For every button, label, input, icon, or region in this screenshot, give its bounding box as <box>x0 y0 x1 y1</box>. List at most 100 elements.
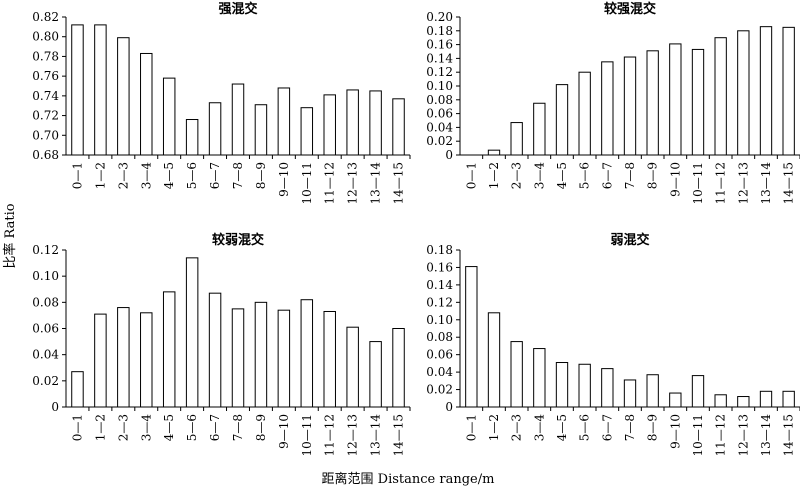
x-tick-label: 4—5 <box>162 162 176 189</box>
y-tick-label: 0.72 <box>32 109 59 123</box>
bar <box>162 291 176 408</box>
y-tick-label: 0.08 <box>426 93 453 107</box>
x-tick-label: 14—15 <box>392 414 406 457</box>
x-tick-label: 13—14 <box>759 414 773 457</box>
chart-title: 强混交 <box>218 1 257 17</box>
x-tick-label: 2—3 <box>510 162 524 189</box>
x-tick-label: 0—1 <box>464 162 478 189</box>
x-tick-label: 4—5 <box>555 162 569 189</box>
y-tick-label: 0.78 <box>32 49 59 63</box>
chart-panel-2: 较强混交 00.020.040.060.080.100.120.140.160.1… <box>426 1 800 205</box>
x-tick-label: 6—7 <box>600 414 614 441</box>
figure-y-axis-label: 比率 Ratio <box>2 203 18 268</box>
y-tick-label: 0.06 <box>32 322 59 336</box>
x-tick-label: 2—3 <box>510 414 524 441</box>
bar <box>691 48 705 156</box>
x-tick-label: 7—8 <box>231 162 245 189</box>
bar <box>254 104 268 156</box>
bar <box>782 390 795 408</box>
bar <box>623 56 637 156</box>
x-tick-label: 14—15 <box>392 162 406 205</box>
x-tick-label: 14—15 <box>782 414 796 457</box>
x-tick-label: 1—2 <box>487 414 501 441</box>
x-tick-label: 3—4 <box>139 414 153 442</box>
x-tick-label: 10—11 <box>691 414 705 457</box>
x-tick-label: 10—11 <box>691 162 705 205</box>
y-tick-label: 0.08 <box>32 295 59 309</box>
bar <box>71 371 84 408</box>
bar <box>487 149 501 156</box>
x-tick-label: 13—14 <box>369 162 383 205</box>
x-tick-label: 14—15 <box>782 162 796 205</box>
bar <box>140 52 153 156</box>
x-tick-label: 9—10 <box>668 414 682 449</box>
bar <box>646 374 659 408</box>
bar <box>323 94 336 156</box>
x-tick-label: 7—8 <box>623 162 637 189</box>
x-tick-label: 11—12 <box>714 162 728 205</box>
x-tick-label: 7—8 <box>623 414 637 441</box>
y-tick-label: 0.10 <box>426 79 453 93</box>
x-tick-label: 2—3 <box>116 162 130 189</box>
x-tick-label: 10—11 <box>300 414 314 457</box>
y-tick-label: 0.14 <box>426 51 453 65</box>
x-tick-label: 6—7 <box>600 162 614 189</box>
bar <box>691 375 705 408</box>
x-tick-label: 4—5 <box>162 414 176 441</box>
y-tick-label: 0.82 <box>32 10 59 24</box>
x-tick-label: 0—1 <box>70 162 84 189</box>
x-tick-label: 6—7 <box>208 162 222 189</box>
x-tick-label: 13—14 <box>759 162 773 205</box>
bar <box>782 26 795 156</box>
chart-panel-1: 强混交 0.68 0.70 0.72 0.74 0.76 0.78 0.80 0.82 0—1 1—… <box>32 1 411 205</box>
y-tick-label: 0.10 <box>426 313 453 327</box>
y-tick-label: 0.02 <box>426 134 453 148</box>
y-tick-label: 0.02 <box>426 383 453 397</box>
bar <box>669 43 682 156</box>
bar <box>369 90 382 156</box>
y-tick-label: 0.06 <box>426 107 453 121</box>
x-tick-label: 11—12 <box>714 414 728 457</box>
x-tick-label: 4—5 <box>555 414 569 441</box>
bar <box>533 102 546 156</box>
x-tick-label: 11—12 <box>323 162 337 205</box>
bar <box>392 98 405 156</box>
x-tick-label: 13—14 <box>369 414 383 457</box>
y-tick-label: 0.18 <box>426 24 453 38</box>
y-tick-label: 0.18 <box>426 243 453 257</box>
x-tick-label: 2—3 <box>116 414 130 441</box>
x-tick-label: 8—9 <box>646 414 660 441</box>
chart-panels: 强混交 0.68 0.70 0.72 0.74 0.76 0.78 0.80 0.82 0—1 1—… <box>32 1 800 457</box>
bar <box>208 292 222 408</box>
x-tick-label: 0—1 <box>464 414 478 441</box>
bar <box>185 257 199 408</box>
y-tick-label: 0.70 <box>32 128 59 142</box>
x-tick-label: 3—4 <box>139 162 153 190</box>
y-tick-label: 0 <box>445 400 453 414</box>
chart-panel-3: 较弱混交 0 0.02 0.04 0.06 0.08 0.10 0.12 0—1 1—2 2—3 3—… <box>32 232 411 457</box>
x-tick-label: 9—10 <box>668 162 682 197</box>
x-tick-label: 1—2 <box>93 162 107 189</box>
chart-title: 较强混交 <box>604 1 656 17</box>
bar <box>162 77 176 156</box>
figure-x-axis-label: 距离范围 Distance range/m <box>322 471 495 487</box>
y-tick-label: 0.76 <box>32 69 59 83</box>
y-tick-label: 0.16 <box>426 260 453 274</box>
bar <box>737 30 750 156</box>
x-tick-label: 8—9 <box>646 162 660 189</box>
bar <box>369 341 382 408</box>
x-tick-label: 10—11 <box>300 162 314 205</box>
y-tick-label: 0.04 <box>426 120 453 134</box>
bar <box>277 87 291 156</box>
bar <box>714 37 727 156</box>
bar <box>601 368 614 408</box>
x-tick-label: 5—6 <box>185 162 199 189</box>
x-tick-label: 6—7 <box>208 414 222 441</box>
x-tick-label: 12—13 <box>346 162 360 205</box>
y-tick-label: 0.02 <box>32 374 59 388</box>
bar <box>185 119 199 156</box>
bar <box>510 341 523 408</box>
bar <box>601 61 614 156</box>
y-tick-label: 0.08 <box>426 330 453 344</box>
